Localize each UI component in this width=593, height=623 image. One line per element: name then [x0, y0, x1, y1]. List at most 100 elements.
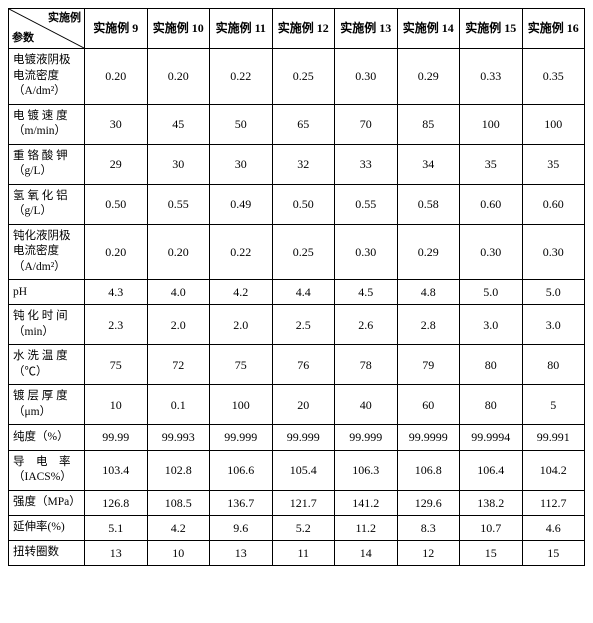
data-table: 实施例 参数 实施例 9 实施例 10 实施例 11 实施例 12 实施例 13…: [8, 8, 585, 566]
data-cell: 0.29: [397, 224, 460, 280]
data-cell: 99.991: [522, 425, 585, 450]
table-row: 导 电 率（IACS%）103.4102.8106.6105.4106.3106…: [9, 450, 585, 490]
table-row: 强度（MPa）126.8108.5136.7121.7141.2129.6138…: [9, 490, 585, 515]
table-row: 钝化液阴极电流密度（A/dm²）0.200.200.220.250.300.29…: [9, 224, 585, 280]
data-cell: 4.4: [272, 280, 335, 305]
data-cell: 99.9994: [460, 425, 523, 450]
data-cell: 99.993: [147, 425, 210, 450]
data-cell: 99.999: [210, 425, 273, 450]
data-cell: 0.33: [460, 49, 523, 105]
data-cell: 11.2: [335, 515, 398, 540]
data-cell: 0.50: [272, 184, 335, 224]
data-cell: 30: [85, 104, 148, 144]
data-cell: 136.7: [210, 490, 273, 515]
data-cell: 99.99: [85, 425, 148, 450]
data-cell: 5.2: [272, 515, 335, 540]
data-cell: 0.55: [147, 184, 210, 224]
data-cell: 129.6: [397, 490, 460, 515]
data-cell: 50: [210, 104, 273, 144]
data-cell: 80: [522, 345, 585, 385]
col-head-5: 实施例 14: [397, 9, 460, 49]
data-cell: 0.25: [272, 224, 335, 280]
col-head-0: 实施例 9: [85, 9, 148, 49]
data-cell: 0.20: [147, 49, 210, 105]
data-cell: 72: [147, 345, 210, 385]
data-cell: 126.8: [85, 490, 148, 515]
data-cell: 2.3: [85, 305, 148, 345]
data-cell: 0.50: [85, 184, 148, 224]
data-cell: 10: [147, 541, 210, 566]
table-row: 延伸率(%)5.14.29.65.211.28.310.74.6: [9, 515, 585, 540]
table-row: pH4.34.04.24.44.54.85.05.0: [9, 280, 585, 305]
data-cell: 138.2: [460, 490, 523, 515]
data-cell: 0.60: [522, 184, 585, 224]
data-cell: 100: [460, 104, 523, 144]
data-cell: 0.29: [397, 49, 460, 105]
table-row: 电镀液阴极电流密度（A/dm²）0.200.200.220.250.300.29…: [9, 49, 585, 105]
data-cell: 100: [522, 104, 585, 144]
data-cell: 85: [397, 104, 460, 144]
data-cell: 8.3: [397, 515, 460, 540]
data-cell: 0.30: [522, 224, 585, 280]
data-cell: 0.30: [335, 49, 398, 105]
data-cell: 5.1: [85, 515, 148, 540]
data-cell: 70: [335, 104, 398, 144]
data-cell: 102.8: [147, 450, 210, 490]
data-cell: 30: [210, 144, 273, 184]
data-cell: 0.30: [335, 224, 398, 280]
data-cell: 99.999: [335, 425, 398, 450]
data-cell: 75: [210, 345, 273, 385]
data-cell: 75: [85, 345, 148, 385]
data-cell: 121.7: [272, 490, 335, 515]
param-label: 延伸率(%): [9, 515, 85, 540]
data-cell: 80: [460, 345, 523, 385]
data-cell: 34: [397, 144, 460, 184]
header-row: 实施例 参数 实施例 9 实施例 10 实施例 11 实施例 12 实施例 13…: [9, 9, 585, 49]
data-cell: 106.6: [210, 450, 273, 490]
data-cell: 65: [272, 104, 335, 144]
data-cell: 76: [272, 345, 335, 385]
data-cell: 0.20: [85, 49, 148, 105]
header-top-label: 实施例: [48, 11, 81, 26]
data-cell: 106.3: [335, 450, 398, 490]
col-head-6: 实施例 15: [460, 9, 523, 49]
data-cell: 78: [335, 345, 398, 385]
col-head-3: 实施例 12: [272, 9, 335, 49]
data-cell: 0.30: [460, 224, 523, 280]
data-cell: 4.3: [85, 280, 148, 305]
data-cell: 104.2: [522, 450, 585, 490]
data-cell: 9.6: [210, 515, 273, 540]
table-row: 镀 层 厚 度（μm）100.1100204060805: [9, 385, 585, 425]
data-cell: 4.8: [397, 280, 460, 305]
data-cell: 0.22: [210, 224, 273, 280]
data-cell: 99.9999: [397, 425, 460, 450]
param-label: 电 镀 速 度（m/min）: [9, 104, 85, 144]
data-cell: 112.7: [522, 490, 585, 515]
table-row: 水 洗 温 度（℃）7572757678798080: [9, 345, 585, 385]
data-cell: 0.60: [460, 184, 523, 224]
data-cell: 79: [397, 345, 460, 385]
param-label: pH: [9, 280, 85, 305]
table-row: 氢 氧 化 铝（g/L）0.500.550.490.500.550.580.60…: [9, 184, 585, 224]
data-cell: 12: [397, 541, 460, 566]
table-row: 钝 化 时 间（min）2.32.02.02.52.62.83.03.0: [9, 305, 585, 345]
param-label: 导 电 率（IACS%）: [9, 450, 85, 490]
col-head-1: 实施例 10: [147, 9, 210, 49]
data-cell: 0.49: [210, 184, 273, 224]
data-cell: 15: [460, 541, 523, 566]
data-cell: 40: [335, 385, 398, 425]
data-cell: 14: [335, 541, 398, 566]
table-row: 电 镀 速 度（m/min）304550657085100100: [9, 104, 585, 144]
data-cell: 5: [522, 385, 585, 425]
col-head-7: 实施例 16: [522, 9, 585, 49]
table-row: 纯度（%）99.9999.99399.99999.99999.99999.999…: [9, 425, 585, 450]
data-cell: 108.5: [147, 490, 210, 515]
param-label: 水 洗 温 度（℃）: [9, 345, 85, 385]
data-cell: 106.8: [397, 450, 460, 490]
data-cell: 3.0: [522, 305, 585, 345]
data-cell: 0.22: [210, 49, 273, 105]
data-cell: 4.5: [335, 280, 398, 305]
data-cell: 15: [522, 541, 585, 566]
data-cell: 4.2: [147, 515, 210, 540]
data-cell: 5.0: [460, 280, 523, 305]
